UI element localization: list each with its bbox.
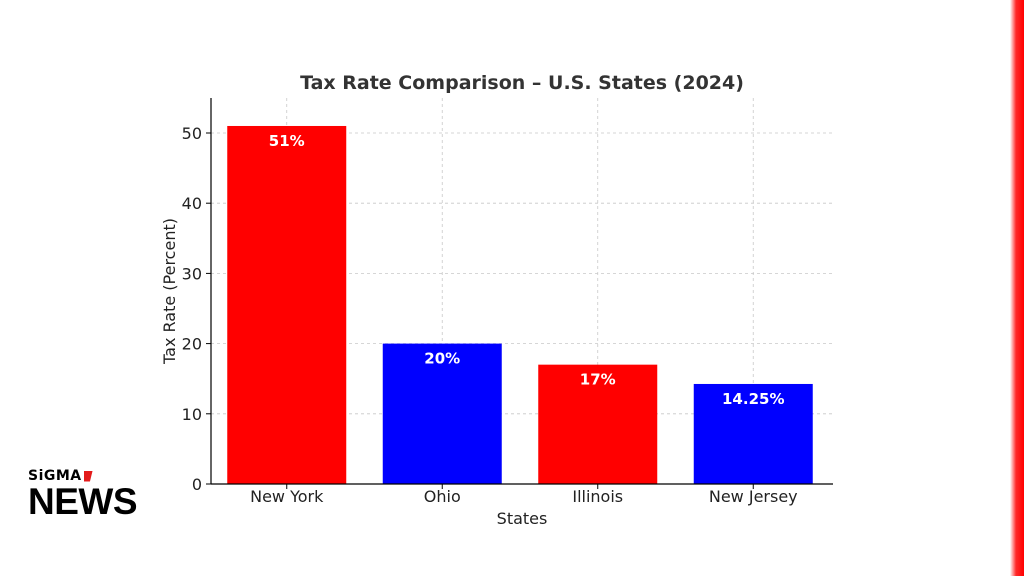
sigma-news-logo: SiGMA NEWS [28,468,138,522]
bar [227,125,347,484]
axis-ticks: 0 10 20 30 40 50 New York Ohio Illinois New Jerse… [182,124,798,506]
bars: 51% 20% 17% 14.25% [227,125,813,484]
edge-accent-bar [1010,0,1024,576]
logo-top-text: SiGMA [28,468,82,484]
y-tick-label: 0 [192,475,202,494]
x-tick-label: New York [250,487,324,506]
bar-data-label: 17% [580,371,616,389]
bar-data-label: 20% [424,350,460,368]
y-tick-label: 30 [182,264,202,283]
bar-data-label: 51% [269,132,305,150]
y-tick-label: 10 [182,405,202,424]
x-axis-label: States [497,509,548,528]
bar [693,383,813,484]
logo-flag-icon [83,470,93,482]
y-axis-label: Tax Rate (Percent) [160,218,179,365]
bar-data-label: 14.25% [722,390,784,408]
bar [382,343,502,484]
y-tick-label: 50 [182,124,202,143]
x-tick-label: New Jersey [709,487,798,506]
bar [538,364,658,484]
chart-title: Tax Rate Comparison – U.S. States (2024) [300,72,744,94]
y-tick-label: 40 [182,194,202,213]
x-tick-label: Ohio [424,487,461,506]
y-tick-label: 20 [182,335,202,354]
logo-main-text: NEWS [28,481,138,522]
x-tick-label: Illinois [572,487,623,506]
